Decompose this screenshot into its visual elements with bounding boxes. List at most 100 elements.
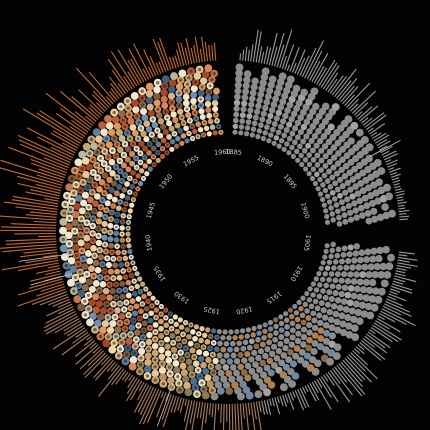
dot-center: [114, 154, 118, 158]
dot-mark: [356, 278, 364, 286]
dot-mark: [292, 303, 298, 309]
dot-mark: [259, 341, 266, 348]
spike-mark: [344, 94, 356, 106]
spike-mark: [369, 122, 386, 135]
spike-mark: [258, 401, 262, 413]
dot-mark: [322, 153, 329, 160]
spike-mark: [60, 108, 90, 131]
dot-mark: [338, 312, 346, 320]
dot-mark: [375, 178, 383, 186]
dot-mark: [387, 253, 395, 262]
dot-mark: [356, 293, 364, 301]
dot-mark: [364, 302, 373, 311]
dot-mark: [232, 129, 238, 135]
dot-mark: [113, 230, 120, 237]
dot-mark: [235, 63, 244, 72]
spike-mark: [45, 315, 79, 335]
dot-mark: [273, 115, 280, 122]
dot-center: [128, 215, 131, 218]
dot-mark: [354, 172, 362, 180]
dot-mark: [101, 220, 108, 227]
dot-mark: [242, 339, 249, 346]
dot-mark: [373, 158, 382, 167]
dot-mark: [305, 315, 312, 321]
dot-mark: [226, 358, 234, 365]
dot-mark: [266, 87, 274, 95]
dot-mark: [125, 337, 133, 345]
dot-center: [106, 155, 110, 159]
dot-mark: [92, 306, 100, 314]
dot-mark: [163, 322, 170, 329]
spike-mark: [43, 254, 58, 258]
spike-mark: [274, 397, 281, 415]
spike-mark: [239, 53, 242, 61]
spike-mark: [397, 259, 410, 263]
spike-mark: [43, 313, 77, 332]
dot-mark: [95, 135, 103, 143]
dot-center: [187, 76, 191, 80]
dot-mark: [294, 119, 302, 127]
dot-mark: [295, 323, 302, 330]
dot-mark: [151, 369, 159, 378]
dot-center: [126, 346, 130, 350]
spike-mark: [313, 66, 325, 84]
dot-mark: [343, 152, 351, 160]
dot-mark: [361, 263, 369, 271]
dot-mark: [114, 307, 121, 314]
spike-mark: [281, 55, 288, 69]
dot-center: [171, 341, 175, 345]
spike-mark: [161, 394, 172, 421]
dot-mark: [71, 219, 79, 227]
dot-mark: [300, 88, 309, 97]
dot-mark: [263, 364, 271, 372]
dot-mark: [351, 200, 358, 207]
spike-mark: [276, 44, 285, 68]
dot-mark: [287, 307, 293, 313]
spike-mark: [395, 193, 405, 197]
spike-mark: [393, 182, 400, 186]
dot-center: [126, 106, 130, 110]
dot-mark: [113, 237, 120, 243]
dot-mark: [310, 347, 318, 356]
dot-center: [138, 363, 143, 367]
dot-mark: [135, 173, 141, 179]
spike-mark: [88, 107, 101, 118]
dot-mark: [339, 328, 348, 337]
spike-mark: [92, 90, 110, 108]
dot-mark: [345, 322, 353, 330]
dot-mark: [347, 244, 354, 251]
spike-mark: [71, 119, 89, 133]
dot-mark: [300, 138, 307, 145]
dot-mark: [333, 170, 341, 177]
spike-mark: [269, 398, 272, 406]
dot-center: [135, 114, 139, 118]
dot-mark: [273, 317, 279, 323]
dot-mark: [179, 362, 187, 370]
dot-center: [150, 133, 154, 137]
dot-mark: [292, 139, 298, 146]
dot-center: [150, 304, 154, 308]
dot-center: [131, 261, 135, 264]
dot-mark: [301, 147, 308, 154]
dot-mark: [331, 196, 338, 202]
dot-mark: [152, 321, 159, 328]
dot-mark: [159, 373, 167, 382]
dot-mark: [129, 160, 136, 167]
spike-mark: [362, 337, 375, 348]
dot-mark: [352, 207, 359, 214]
spike-mark: [367, 331, 391, 349]
spike-mark: [75, 329, 87, 338]
dot-mark: [220, 375, 228, 383]
dot-mark: [317, 191, 324, 197]
spike-mark: [352, 90, 376, 114]
spike-mark: [133, 43, 152, 79]
dot-center: [170, 107, 174, 110]
dot-mark: [371, 215, 379, 223]
dot-mark: [322, 337, 331, 345]
dot-mark: [240, 345, 247, 352]
dot-center: [110, 250, 114, 254]
dot-center: [91, 217, 95, 220]
dot-center: [118, 347, 123, 351]
dot-mark: [353, 214, 360, 221]
dot-center: [187, 132, 191, 135]
